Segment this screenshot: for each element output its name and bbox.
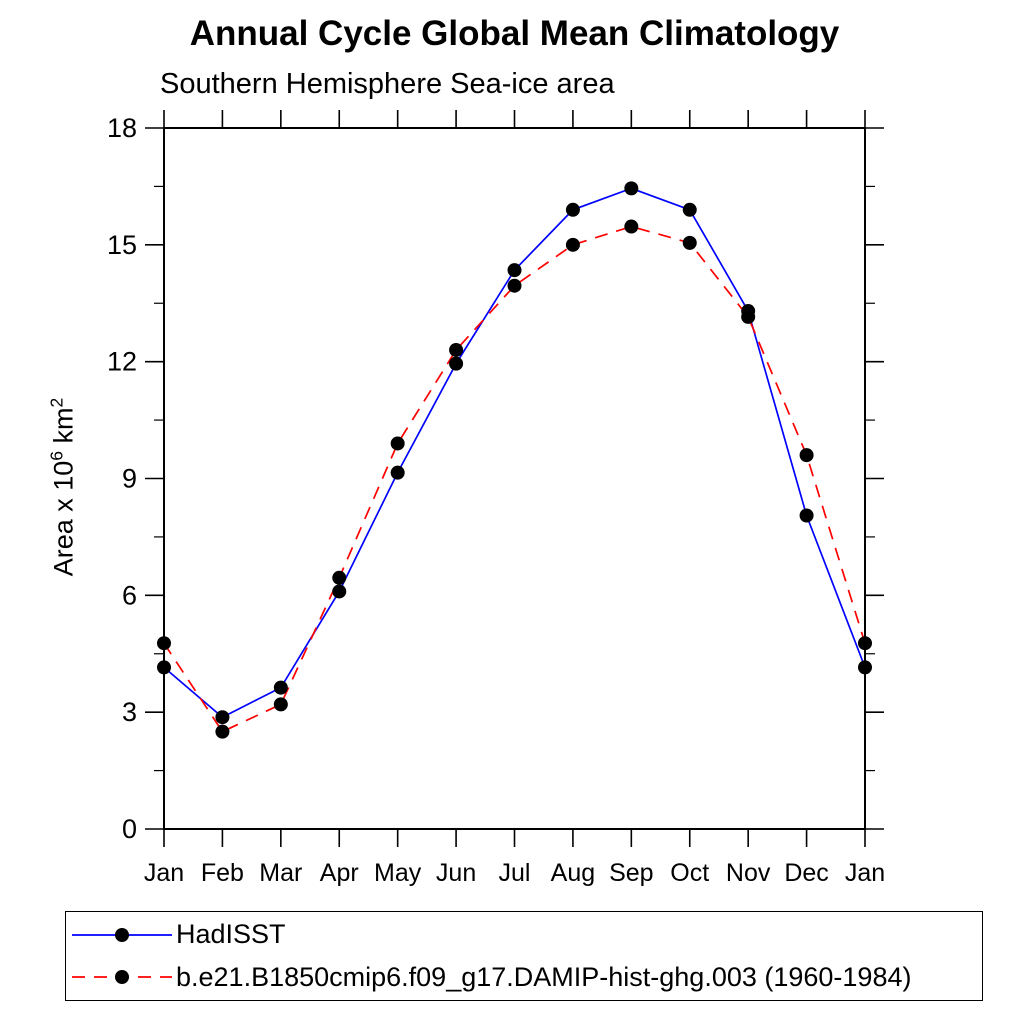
data-point-marker [565,202,580,217]
legend-item-model: b.e21.B1850cmip6.f09_g17.DAMIP-hist-ghg.… [71,957,982,997]
legend-marker-model [115,970,129,985]
x-tick-label: Jun [436,859,476,887]
data-point-marker [273,680,288,695]
data-point-marker [157,660,171,675]
data-point-marker [799,448,814,463]
data-point-marker [858,636,872,651]
chart-subtitle: Southern Hemisphere Sea-ice area [160,68,615,100]
x-tick-label: Apr [320,859,359,887]
x-tick-label: Dec [784,859,828,887]
y-tick-label: 15 [107,230,137,260]
x-tick-label: Nov [726,859,771,887]
data-point-marker [624,181,639,196]
y-tick-label: 9 [122,464,137,494]
data-point-marker [449,342,464,357]
data-point-marker [682,235,697,250]
x-tick-label: Mar [259,859,302,887]
x-tick-label: Feb [201,859,244,887]
data-point-marker [507,278,522,293]
legend-label-hadisst: HadISST [176,919,286,950]
y-tick-label: 12 [107,347,137,377]
data-point-marker [390,465,405,480]
data-point-marker [449,356,464,371]
x-tick-label: Jul [499,859,531,887]
y-tick-label: 6 [122,580,137,610]
data-point-marker [682,202,697,217]
data-point-marker [273,697,288,712]
data-point-marker [215,724,230,739]
plot-frame [163,127,866,830]
y-tick-label: 3 [122,697,137,727]
data-point-marker [565,237,580,252]
data-point-marker [624,219,639,234]
x-tick-label: May [374,859,422,887]
x-tick-label: Aug [551,859,595,887]
legend-box: HadISST b.e21.B1850cmip6.f09_g17.DAMIP-h… [65,911,983,1001]
x-tick-label: Jan [144,859,184,887]
data-point-marker [858,660,872,675]
x-tick-label: Sep [609,859,653,887]
y-tick-label: 18 [107,113,137,143]
chart-title: Annual Cycle Global Mean Climatology [189,14,840,53]
legend-line-sample-model [72,970,172,985]
legend-label-model: b.e21.B1850cmip6.f09_g17.DAMIP-hist-ghg.… [176,961,912,992]
data-point-marker [332,570,347,585]
legend-line-sample-hadisst [72,927,172,942]
data-point-marker [507,263,522,278]
data-point-marker [390,436,405,451]
y-tick-label: 0 [122,814,137,844]
data-point-marker [799,508,814,523]
x-tick-label: Jan [845,859,885,887]
legend-marker-hadisst [115,927,129,942]
model-line [163,225,866,733]
data-point-marker [332,584,347,599]
data-point-marker [741,309,756,324]
x-tick-label: Oct [670,859,709,887]
legend-item-hadisst: HadISST [71,915,982,955]
data-point-marker [215,710,230,725]
data-point-marker [157,636,171,651]
